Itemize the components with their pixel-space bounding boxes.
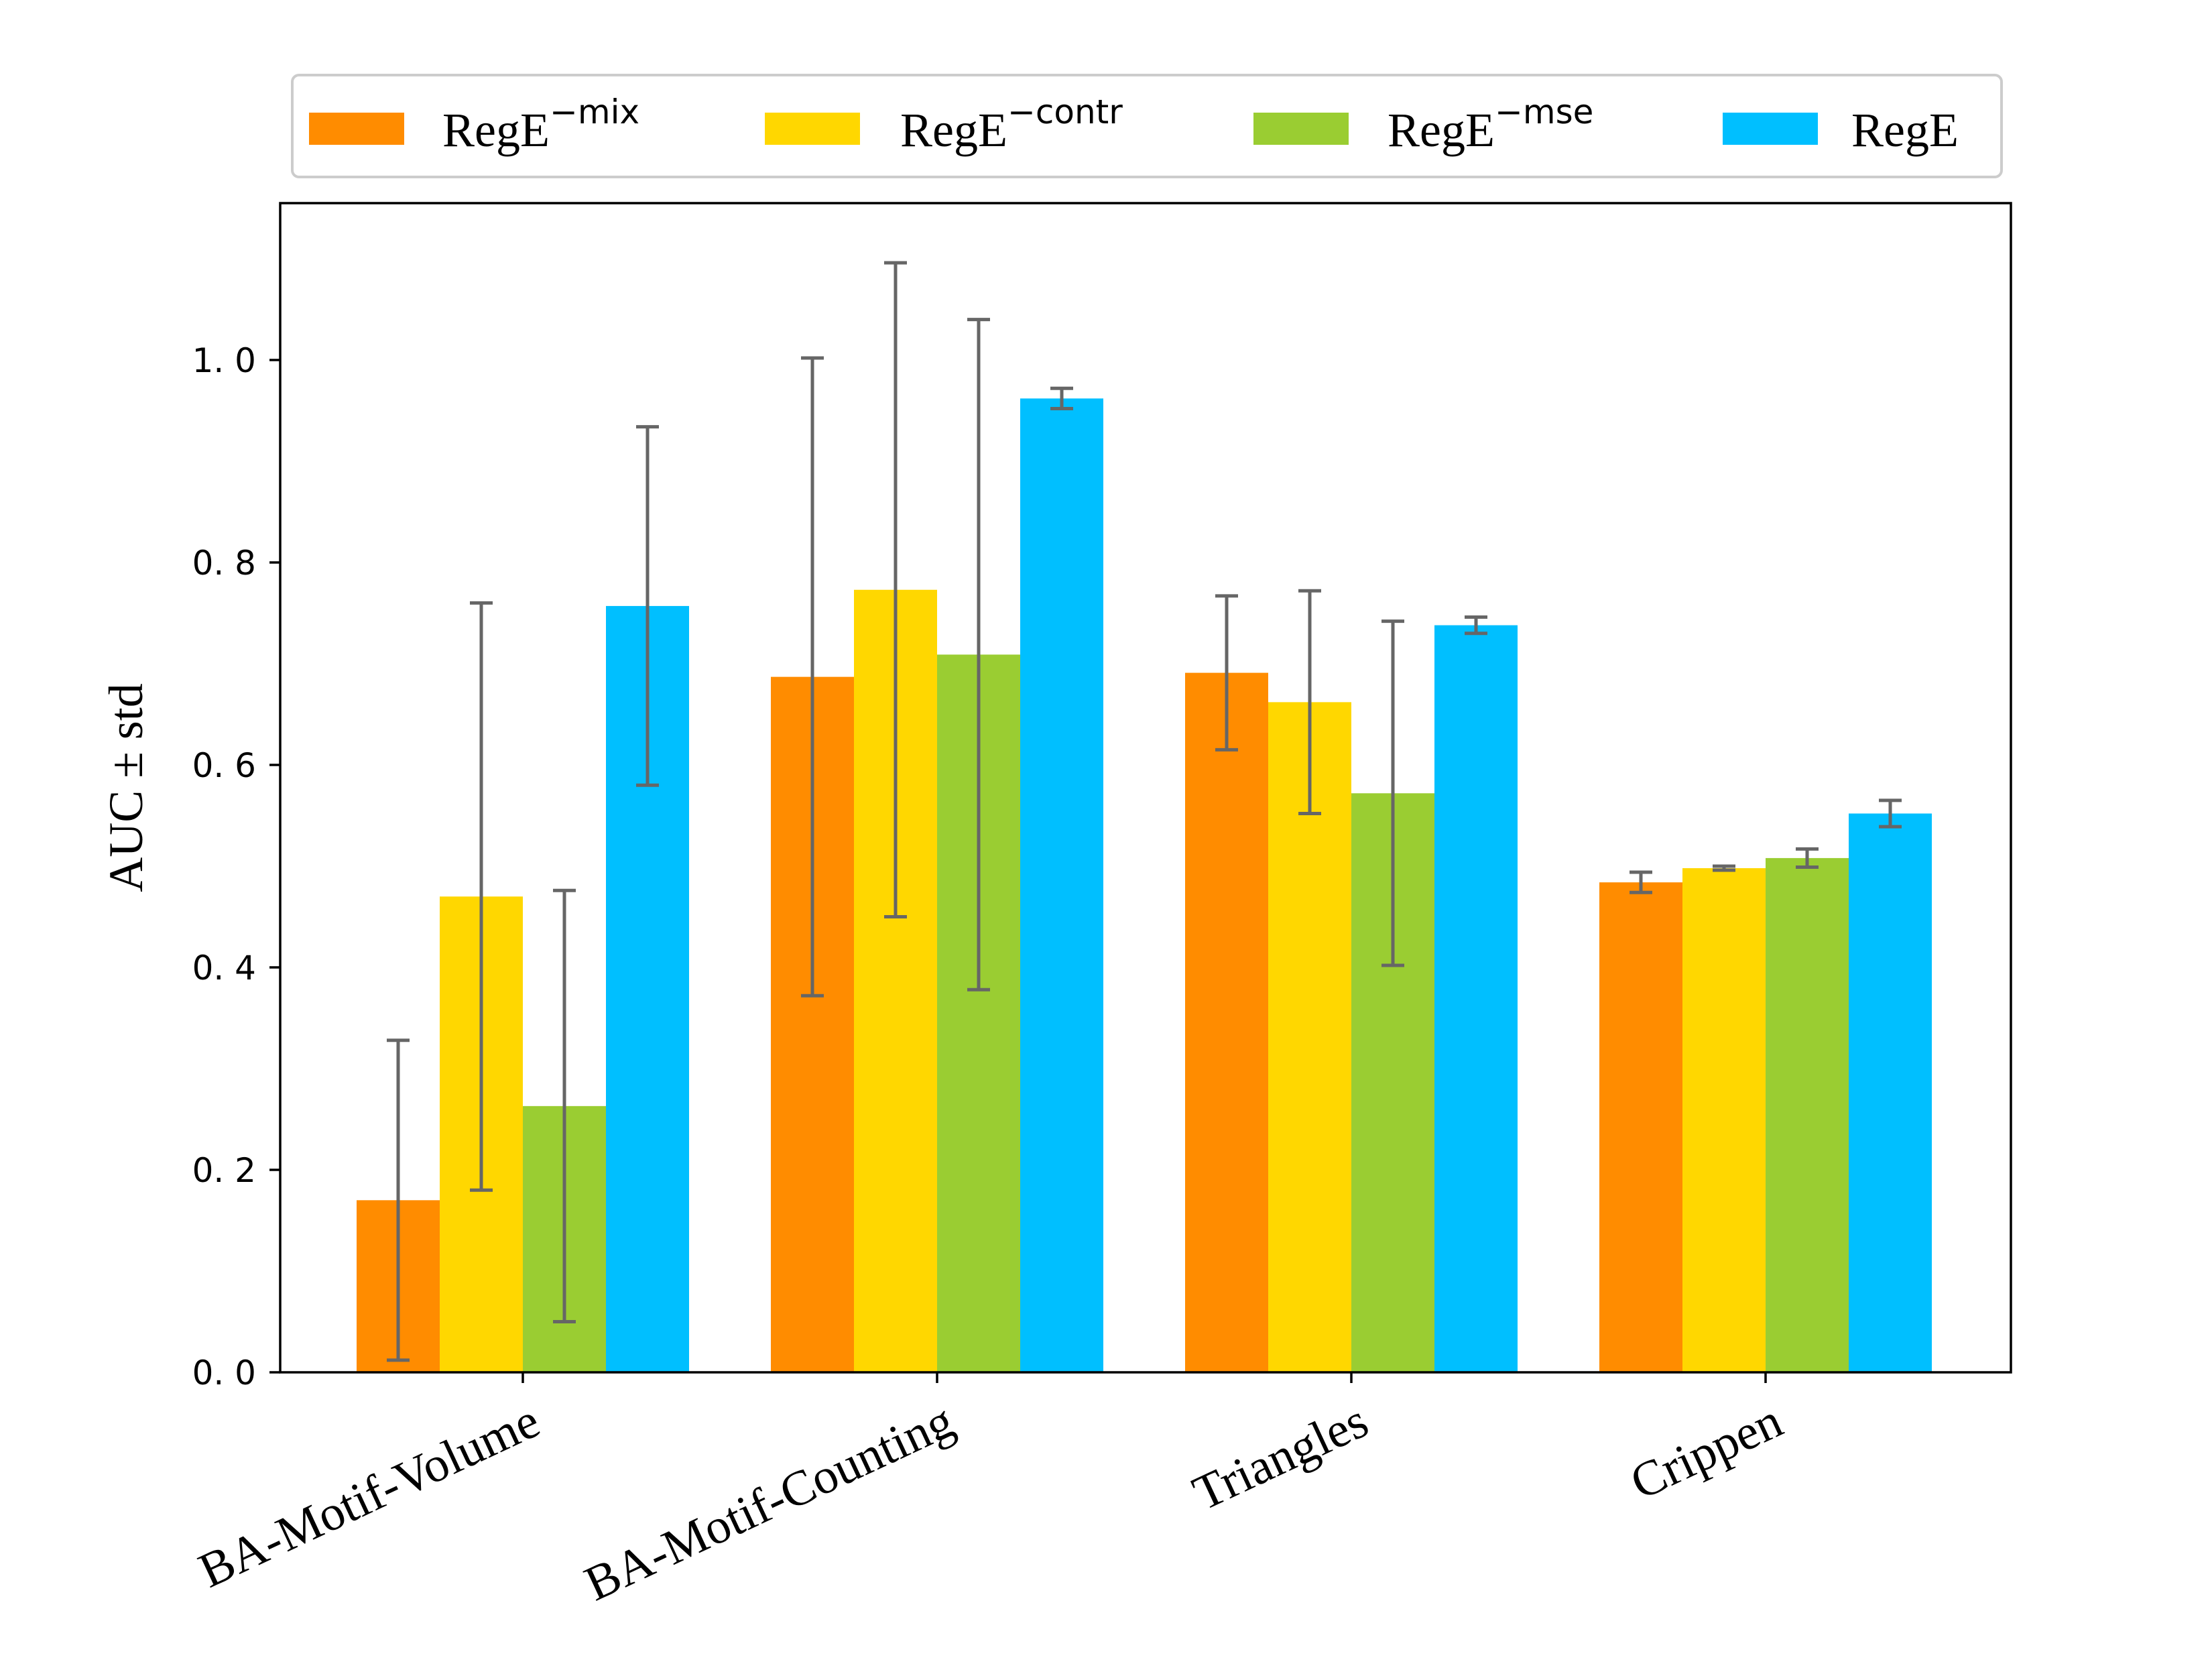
legend-label-superscript: −mse — [1495, 93, 1593, 131]
legend-swatch-2 — [765, 113, 860, 145]
plot-frame — [279, 202, 2012, 1374]
y-tick-label: 0. 6 — [192, 746, 256, 785]
legend-label-base: RegE — [442, 103, 550, 157]
bar-1-3 — [1599, 882, 1682, 1372]
legend-label-2: RegE−contr — [900, 93, 1123, 157]
legend-label-base: RegE — [900, 103, 1007, 157]
legend-label-superscript: −contr — [1007, 93, 1123, 131]
legend-box — [291, 74, 2003, 178]
bar-4-2 — [1434, 625, 1518, 1372]
legend-label-1: RegE−mix — [442, 93, 639, 157]
legend-label-3: RegE−mse — [1388, 93, 1593, 157]
bar-3-3 — [1766, 857, 1849, 1372]
legend-label-superscript: −mix — [550, 93, 639, 131]
y-tick-label: 0. 8 — [192, 544, 256, 583]
legend-swatch-3 — [1253, 113, 1349, 145]
bar-4-3 — [1849, 813, 1932, 1372]
bar-4-1 — [1020, 398, 1103, 1372]
bar-1-2 — [1185, 672, 1268, 1372]
bar-2-3 — [1682, 868, 1766, 1372]
legend-swatch-1 — [309, 113, 404, 145]
error-bars-layer — [387, 261, 1902, 1362]
y-axis-label: AUC ± std — [99, 683, 153, 892]
legend-label-4: RegE — [1851, 103, 1959, 157]
y-tick-label: 0. 2 — [192, 1151, 256, 1190]
legend: RegE−mix RegE−contr RegE−mse RegE — [291, 74, 2003, 178]
y-tick-label: 0. 4 — [192, 949, 256, 987]
y-tick-label: 1. 0 — [192, 341, 256, 380]
bars-layer — [357, 398, 1932, 1373]
y-tick-label: 0. 0 — [192, 1354, 256, 1392]
legend-label-base: RegE — [1388, 103, 1495, 157]
y-axis: 0. 0 0. 2 0. 4 0. 6 0. 8 1. 0 — [192, 341, 280, 1392]
legend-label-base: RegE — [1851, 103, 1959, 157]
legend-swatch-4 — [1723, 113, 1818, 145]
